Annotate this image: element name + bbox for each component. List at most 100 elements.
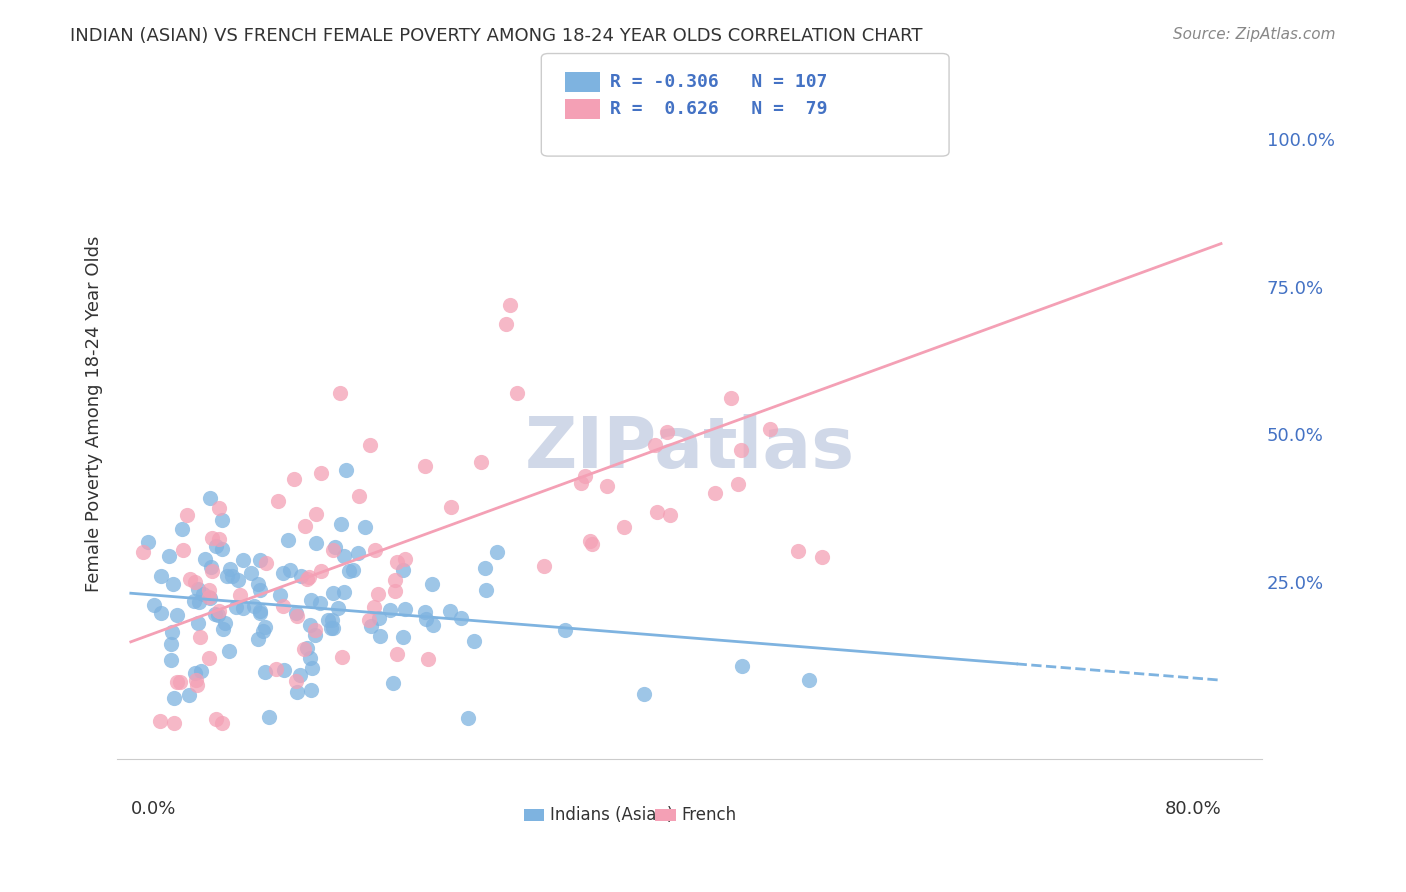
Point [457,711,479,725]
Point [273,664,295,678]
Bar [523,808,544,821]
Point [198,590,221,604]
Point [731,659,754,673]
Point [301,660,323,674]
Point [208,501,231,516]
Point [142,598,165,612]
Point [292,641,315,656]
Point [179,572,201,586]
Point [249,582,271,597]
Point [309,596,332,610]
Point [569,476,592,491]
Point [288,668,311,682]
Point [211,513,233,527]
Point [329,516,352,531]
Point [318,613,340,627]
Point [332,585,354,599]
Point [207,608,229,623]
Text: 80.0%: 80.0% [1164,800,1220,818]
Point [208,604,231,618]
Point [184,575,207,590]
Point [347,489,370,503]
Y-axis label: Female Poverty Among 18-24 Year Olds: Female Poverty Among 18-24 Year Olds [86,235,103,592]
Point [264,662,287,676]
Point [166,608,188,623]
Point [278,563,301,577]
Point [285,685,308,699]
Point [645,505,668,519]
Point [226,573,249,587]
Point [163,716,186,731]
Point [232,552,254,566]
Point [194,552,217,566]
Point [415,612,437,626]
Point [149,568,172,582]
Point [304,624,326,638]
Point [450,610,472,624]
Point [613,519,636,533]
Point [337,564,360,578]
Point [659,508,682,523]
Point [367,587,389,601]
Point [218,644,240,658]
Point [787,543,810,558]
Point [183,665,205,680]
Point [633,687,655,701]
Point [284,606,307,620]
Point [413,459,436,474]
Point [440,500,463,514]
Point [384,583,406,598]
Point [439,604,461,618]
Point [298,617,321,632]
Point [271,566,294,580]
Point [499,297,522,311]
Point [149,714,172,728]
Text: INDIAN (ASIAN) VS FRENCH FEMALE POVERTY AMONG 18-24 YEAR OLDS CORRELATION CHART: INDIAN (ASIAN) VS FRENCH FEMALE POVERTY … [70,27,922,45]
Point [811,550,834,565]
Point [239,566,262,581]
Point [188,595,211,609]
Point [228,588,250,602]
Point [188,630,211,644]
Point [204,607,226,622]
Point [183,594,205,608]
Point [242,599,264,613]
Point [160,625,183,640]
Point [322,543,344,558]
Point [655,425,678,439]
Point [330,650,353,665]
Point [172,542,194,557]
Point [322,586,344,600]
Point [269,588,291,602]
Point [187,615,209,630]
Point [204,540,226,554]
Point [267,493,290,508]
Point [254,665,277,679]
Point [574,469,596,483]
Point [157,549,180,564]
Point [298,570,321,584]
Point [644,438,666,452]
Point [186,673,208,687]
Point [150,606,173,620]
Text: ZIPatlas: ZIPatlas [524,414,855,483]
Point [727,477,749,491]
Point [420,576,443,591]
Point [294,519,316,533]
Point [463,634,485,648]
Point [506,385,529,400]
Point [815,132,838,146]
Point [759,422,782,436]
Point [326,601,349,615]
Point [201,531,224,545]
Point [191,587,214,601]
Point [579,534,602,549]
Point [392,563,415,577]
Point [159,637,181,651]
Point [381,676,404,690]
Point [797,673,820,688]
Point [176,508,198,523]
Point [384,574,406,588]
Point [347,546,370,560]
Point [495,317,517,331]
